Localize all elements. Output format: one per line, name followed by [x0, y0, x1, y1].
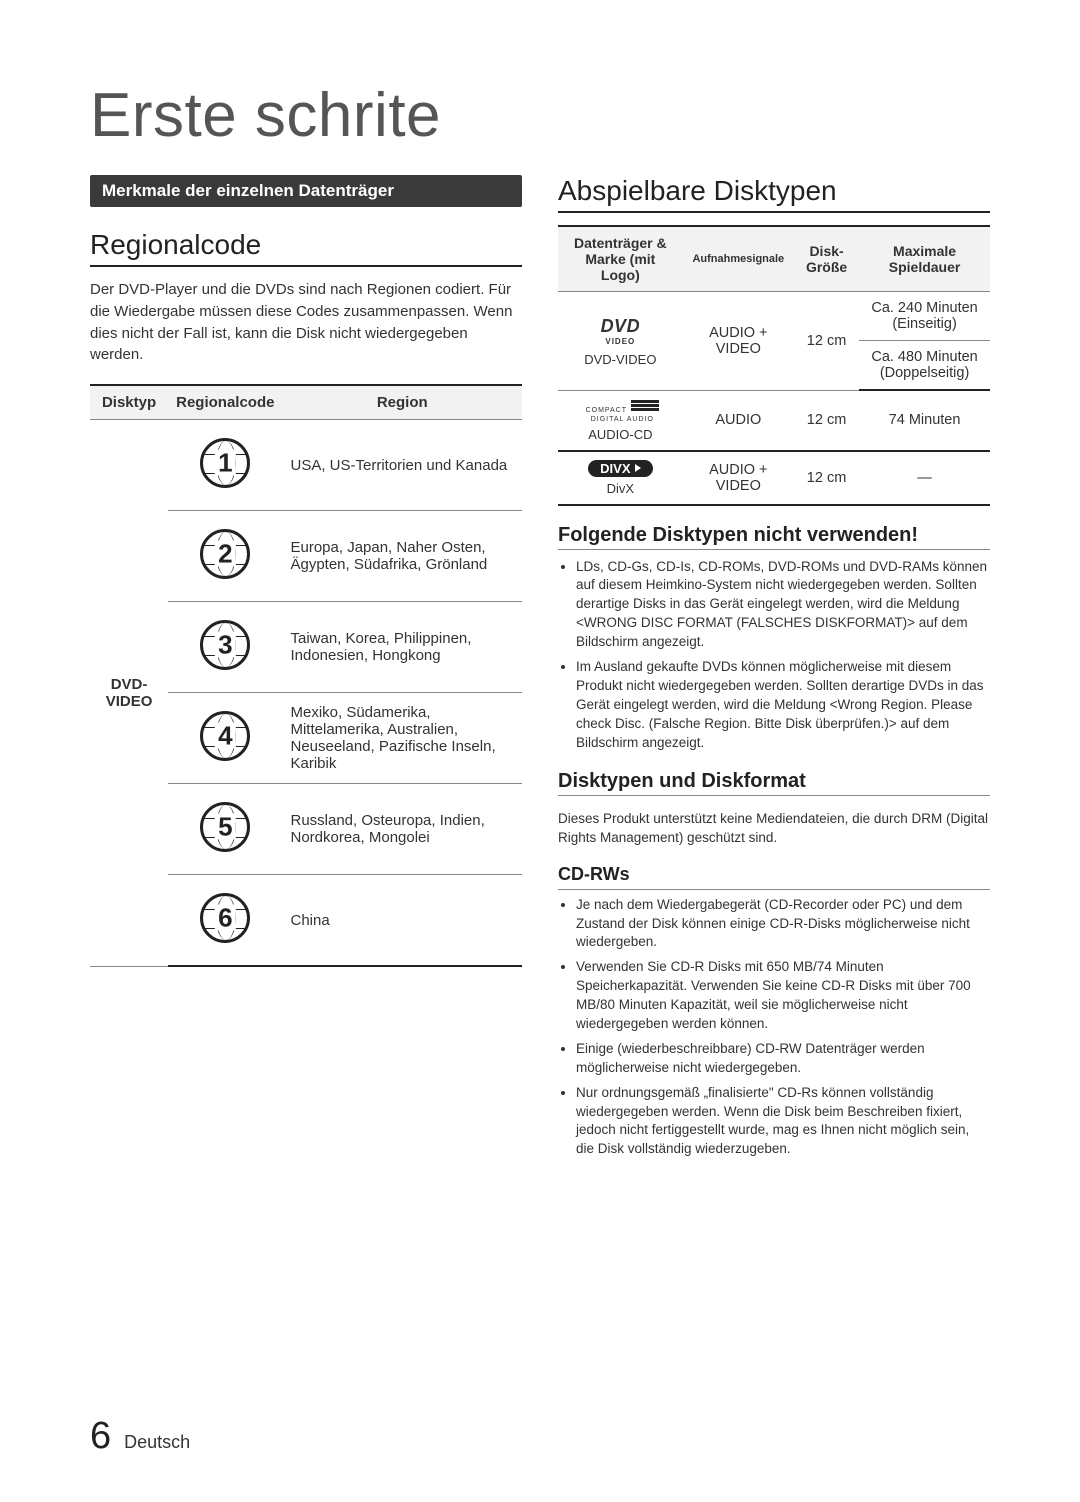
- page-title: Erste schrite: [90, 80, 990, 151]
- formats-heading: Disktypen und Diskformat: [558, 770, 990, 793]
- brand-cell-dvd: DVDVIDEO DVD-VIDEO: [558, 292, 683, 391]
- size-cell: 12 cm: [794, 390, 859, 451]
- page-language: Deutsch: [124, 1432, 190, 1452]
- region-num: 3: [215, 631, 235, 657]
- cd-logo-icon: COMPACT DIGITAL AUDIO: [582, 399, 660, 423]
- col-regionalcode: Regionalcode: [168, 385, 282, 420]
- playable-table: Datenträger & Marke (mit Logo) Aufnahmes…: [558, 225, 990, 506]
- signal-cell: AUDIO: [683, 390, 794, 451]
- brand-cell-cd: COMPACT DIGITAL AUDIO AUDIO-CD: [558, 390, 683, 451]
- col-region: Region: [282, 385, 522, 420]
- size-cell: 12 cm: [794, 451, 859, 505]
- divider: [558, 549, 990, 550]
- formats-intro: Dieses Produkt unterstützt keine Mediend…: [558, 810, 990, 848]
- list-item: Verwenden Sie CD-R Disks mit 650 MB/74 M…: [576, 958, 990, 1034]
- list-item: Einige (wiederbeschreibbare) CD-RW Daten…: [576, 1040, 990, 1078]
- notuse-list: LDs, CD-Gs, CD-Is, CD-ROMs, DVD-ROMs und…: [558, 558, 990, 753]
- col-size: Disk-Größe: [794, 226, 859, 292]
- disktyp-cell: DVD-VIDEO: [90, 420, 168, 967]
- region-num: 4: [215, 722, 235, 748]
- divider: [558, 211, 990, 213]
- page-footer: 6 Deutsch: [90, 1415, 190, 1458]
- section-banner: Merkmale der einzelnen Datenträger: [90, 175, 522, 207]
- brand-name: AUDIO-CD: [566, 427, 675, 442]
- globe-icon: 6: [200, 893, 250, 943]
- signal-cell: AUDIO + VIDEO: [683, 292, 794, 391]
- divider: [90, 265, 522, 267]
- brand-cell-divx: DIVX DivX: [558, 451, 683, 505]
- region-text: USA, US-Territorien und Kanada: [282, 420, 522, 511]
- duration-cell: Ca. 480 Minuten (Doppelseitig): [859, 341, 990, 391]
- page: Erste schrite Merkmale der einzelnen Dat…: [0, 0, 1080, 1502]
- list-item: Im Ausland gekaufte DVDs können mögliche…: [576, 658, 990, 752]
- region-code-icon: 1: [168, 420, 282, 511]
- region-text: Europa, Japan, Naher Osten, Ägypten, Süd…: [282, 511, 522, 602]
- list-item: Nur ordnungsgemäß „finalisierte" CD-Rs k…: [576, 1084, 990, 1160]
- region-text: China: [282, 875, 522, 967]
- duration-cell: —: [859, 451, 990, 505]
- region-num: 2: [215, 540, 235, 566]
- duration-cell: 74 Minuten: [859, 390, 990, 451]
- region-num: 5: [215, 813, 235, 839]
- size-cell: 12 cm: [794, 292, 859, 391]
- content-columns: Merkmale der einzelnen Datenträger Regio…: [90, 175, 990, 1169]
- globe-icon: 4: [200, 711, 250, 761]
- cdrw-list: Je nach dem Wiedergabegerät (CD-Recorder…: [558, 896, 990, 1160]
- region-text: Taiwan, Korea, Philippinen, Indonesien, …: [282, 602, 522, 693]
- page-number: 6: [90, 1415, 111, 1457]
- regionalcode-heading: Regionalcode: [90, 229, 522, 261]
- region-text: Mexiko, Südamerika, Mittelamerika, Austr…: [282, 693, 522, 784]
- col-brand: Datenträger & Marke (mit Logo): [558, 226, 683, 292]
- region-num: 1: [215, 449, 235, 475]
- regionalcode-intro: Der DVD-Player und die DVDs sind nach Re…: [90, 279, 522, 366]
- globe-icon: 2: [200, 529, 250, 579]
- globe-icon: 5: [200, 802, 250, 852]
- cdrw-heading: CD-RWs: [558, 864, 990, 890]
- region-code-icon: 2: [168, 511, 282, 602]
- col-duration: Maximale Spieldauer: [859, 226, 990, 292]
- playable-heading: Abspielbare Disktypen: [558, 175, 990, 207]
- divx-logo-icon: DIVX: [588, 460, 652, 477]
- col-disktyp: Disktyp: [90, 385, 168, 420]
- region-code-icon: 5: [168, 784, 282, 875]
- col-signal: Aufnahmesignale: [683, 226, 794, 292]
- divider: [558, 795, 990, 796]
- list-item: Je nach dem Wiedergabegerät (CD-Recorder…: [576, 896, 990, 953]
- region-text: Russland, Osteuropa, Indien, Nordkorea, …: [282, 784, 522, 875]
- globe-icon: 3: [200, 620, 250, 670]
- signal-cell: AUDIO + VIDEO: [683, 451, 794, 505]
- region-code-icon: 4: [168, 693, 282, 784]
- brand-name: DVD-VIDEO: [566, 352, 675, 367]
- region-num: 6: [215, 904, 235, 930]
- brand-name: DivX: [566, 481, 675, 496]
- duration-cell: Ca. 240 Minuten (Einseitig): [859, 292, 990, 341]
- list-item: LDs, CD-Gs, CD-Is, CD-ROMs, DVD-ROMs und…: [576, 558, 990, 652]
- notuse-heading: Folgende Disktypen nicht verwenden!: [558, 524, 990, 547]
- regionalcode-table: Disktyp Regionalcode Region DVD-VIDEO 1 …: [90, 384, 522, 967]
- region-code-icon: 3: [168, 602, 282, 693]
- globe-icon: 1: [200, 438, 250, 488]
- dvd-logo-icon: DVDVIDEO: [595, 314, 647, 348]
- right-column: Abspielbare Disktypen Datenträger & Mark…: [558, 175, 990, 1169]
- region-code-icon: 6: [168, 875, 282, 967]
- left-column: Merkmale der einzelnen Datenträger Regio…: [90, 175, 522, 1169]
